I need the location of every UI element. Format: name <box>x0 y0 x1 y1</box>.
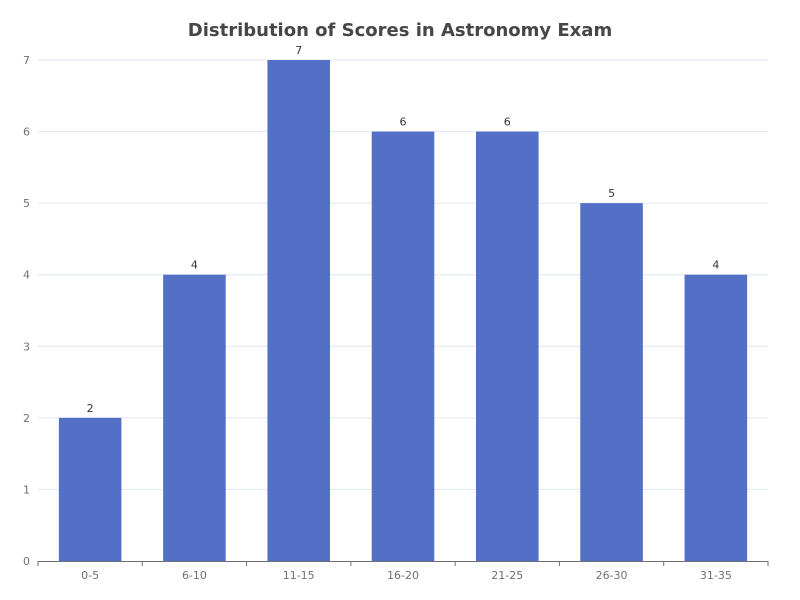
data-labels: 2 4 7 6 6 5 4 <box>87 44 720 415</box>
bar <box>580 203 643 561</box>
x-tick-label: 31-35 <box>700 569 732 582</box>
x-tick-label: 26-30 <box>596 569 628 582</box>
data-label: 4 <box>191 259 198 272</box>
x-tick-label: 16-20 <box>387 569 419 582</box>
bar <box>371 131 435 562</box>
bar <box>58 417 122 561</box>
y-tick-label: 6 <box>23 126 30 139</box>
data-label: 2 <box>87 402 94 415</box>
y-tick-label: 7 <box>23 54 30 67</box>
y-tick-label: 4 <box>23 269 30 282</box>
bar <box>684 274 748 561</box>
x-tick-label: 0-5 <box>81 569 99 582</box>
bar <box>163 274 226 561</box>
bar <box>267 60 330 561</box>
y-tick-label: 3 <box>23 340 30 353</box>
data-label: 6 <box>504 116 511 129</box>
data-label: 4 <box>712 259 719 272</box>
y-tick-label: 0 <box>23 555 30 568</box>
bar <box>476 131 539 562</box>
chart-title: Distribution of Scores in Astronomy Exam <box>187 20 613 41</box>
x-tick-label: 21-25 <box>491 569 523 582</box>
data-label: 7 <box>295 44 302 57</box>
x-tick-label: 11-15 <box>283 569 315 582</box>
y-tick-label: 1 <box>23 483 30 496</box>
bars <box>58 60 748 562</box>
data-label: 6 <box>400 116 407 129</box>
y-tick-label: 2 <box>23 412 30 425</box>
data-label: 5 <box>608 187 615 200</box>
axes: 0 1 2 3 4 5 6 7 0-5 6-10 11-15 16-20 21-25 26-30 31-35 <box>23 54 769 582</box>
y-tick-label: 5 <box>23 197 30 210</box>
x-tick-label: 6-10 <box>182 569 207 582</box>
